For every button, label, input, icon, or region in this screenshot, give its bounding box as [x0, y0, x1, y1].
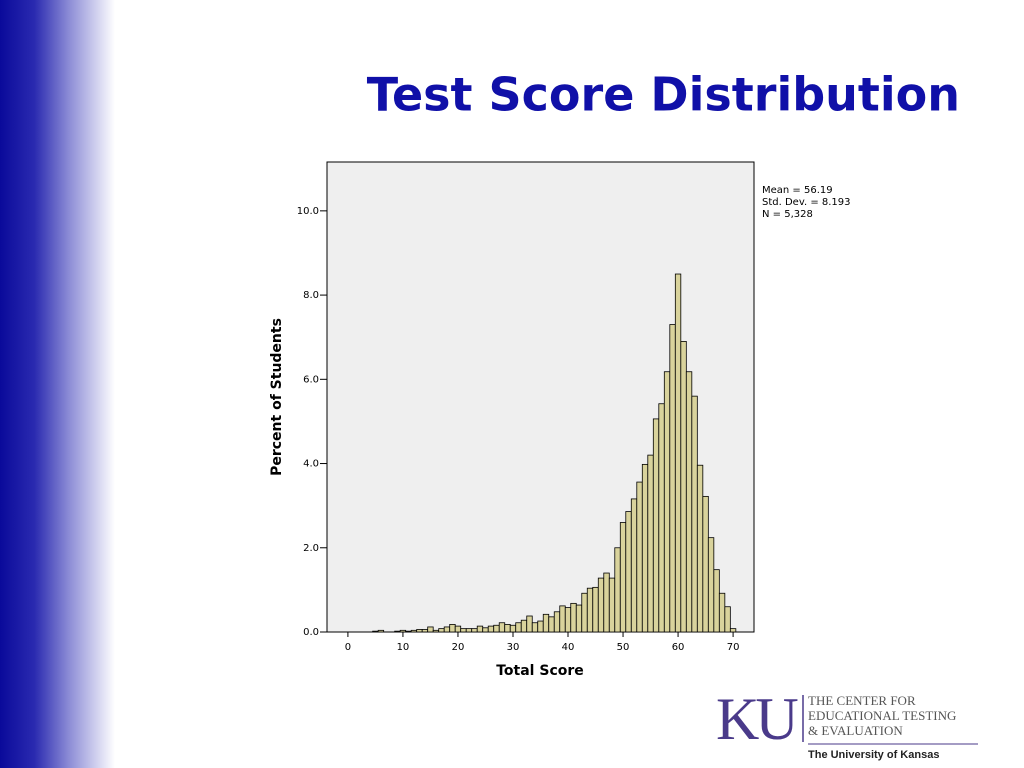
y-tick-label: 8.0	[303, 290, 319, 301]
bar	[663, 371, 671, 633]
bar	[658, 403, 665, 633]
bar	[702, 495, 709, 633]
bar	[438, 628, 445, 633]
y-tick-label: 6.0	[303, 374, 319, 385]
bar	[680, 341, 687, 633]
bar	[647, 454, 654, 633]
y-tick-label: 2.0	[303, 543, 319, 554]
bar	[443, 626, 451, 633]
bar	[625, 511, 632, 633]
bar	[377, 629, 385, 633]
bar	[482, 627, 489, 633]
bar	[416, 629, 423, 633]
bar	[707, 537, 715, 633]
y-tick-label: 10.0	[297, 206, 319, 217]
bar	[504, 624, 511, 633]
bar	[421, 629, 429, 633]
bar	[493, 624, 500, 633]
bar	[713, 569, 720, 633]
bar	[526, 615, 533, 633]
x-tick-label: 10	[397, 642, 410, 653]
logo-university: The University of Kansas	[808, 749, 939, 761]
y-tick-label: 4.0	[303, 459, 319, 470]
bar	[520, 619, 528, 633]
bar	[674, 273, 682, 633]
y-axis-label: Percent of Students	[269, 318, 285, 476]
stat-text: N = 5,328	[762, 209, 813, 220]
x-tick-label: 40	[562, 642, 575, 653]
bar	[509, 624, 517, 633]
bar	[394, 630, 401, 633]
bar	[465, 628, 473, 633]
bar	[691, 395, 698, 633]
bar	[559, 605, 566, 633]
x-tick-label: 60	[672, 642, 685, 653]
bar	[432, 629, 440, 633]
bar	[597, 577, 605, 633]
bar	[476, 625, 484, 633]
bar	[669, 324, 676, 633]
x-tick-label: 30	[507, 642, 520, 653]
side-gradient	[0, 0, 115, 768]
bar	[729, 628, 737, 633]
stat-text: Std. Dev. = 8.193	[762, 197, 851, 208]
slide-title: Test Score Distribution	[367, 68, 960, 122]
logo-text: EDUCATIONAL TESTING	[808, 708, 956, 723]
x-tick-label: 20	[452, 642, 465, 653]
bar	[592, 586, 599, 633]
bar	[537, 620, 544, 633]
x-tick-label: 50	[617, 642, 630, 653]
x-axis-label: Total Score	[496, 663, 584, 679]
bar	[454, 625, 462, 633]
bar	[614, 547, 621, 633]
bar	[685, 371, 693, 633]
bar	[471, 628, 478, 633]
bar	[564, 607, 572, 633]
bar	[427, 626, 434, 633]
x-tick-label: 70	[727, 642, 740, 653]
bar	[449, 624, 456, 633]
logo-text: THE CENTER FOR	[808, 693, 916, 708]
bar	[641, 463, 649, 633]
bar	[636, 481, 643, 633]
bar	[542, 613, 550, 633]
bar	[570, 602, 577, 633]
bar	[553, 611, 561, 633]
bar	[696, 464, 704, 633]
bar	[399, 629, 407, 633]
bar	[515, 622, 522, 633]
bar	[652, 418, 660, 633]
bar	[619, 522, 627, 633]
bar	[460, 628, 467, 633]
x-tick-label: 0	[345, 642, 351, 653]
bar	[603, 572, 610, 633]
bar	[586, 587, 594, 633]
bar	[581, 592, 588, 633]
bar	[724, 606, 731, 633]
bar	[405, 630, 412, 633]
bar	[548, 616, 555, 633]
logo-mark: KU	[716, 686, 798, 752]
bar	[410, 629, 418, 633]
logo-text: & EVALUATION	[808, 723, 903, 738]
bar	[372, 630, 379, 633]
bar	[487, 625, 495, 633]
bar	[498, 622, 506, 633]
bar	[630, 498, 638, 633]
bar	[575, 604, 583, 633]
bar	[608, 577, 616, 633]
bar	[718, 592, 726, 633]
bar	[531, 622, 539, 633]
y-tick-label: 0.0	[303, 627, 319, 638]
stat-text: Mean = 56.19	[762, 185, 833, 196]
